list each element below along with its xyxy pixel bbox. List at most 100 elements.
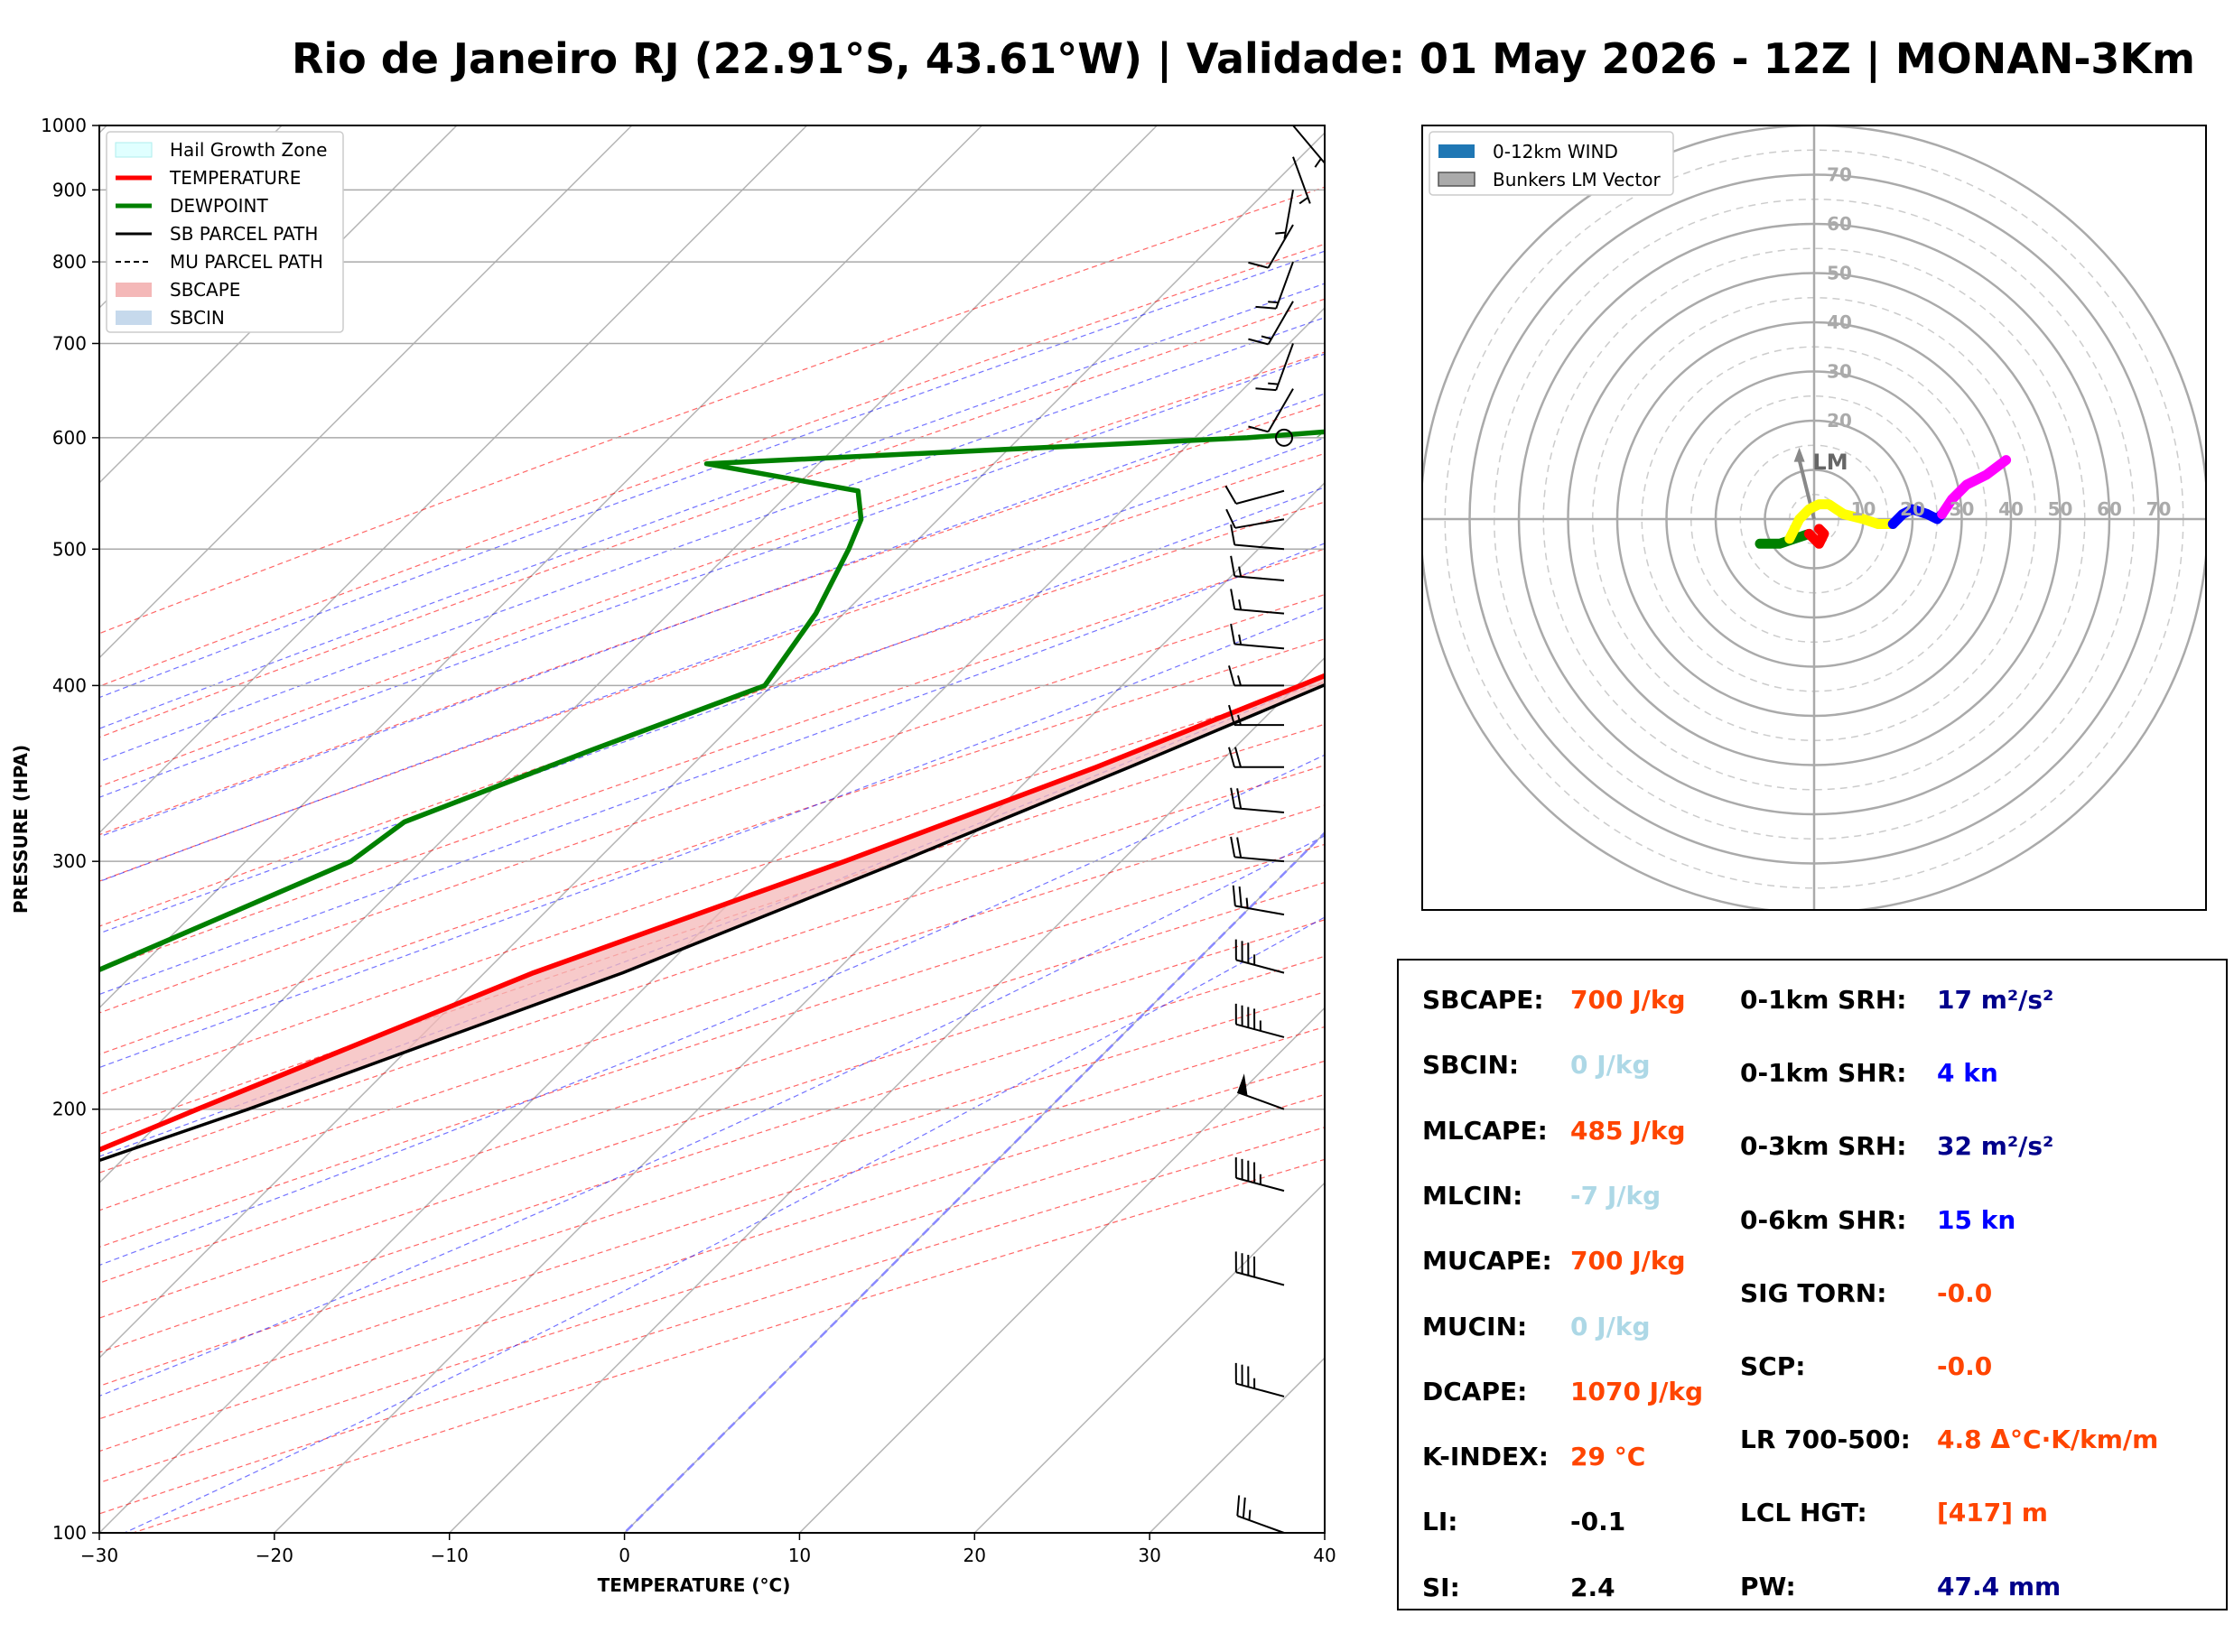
stat-label: SIG TORN:	[1740, 1277, 1887, 1308]
isotherm-line	[99, 125, 1158, 1184]
skew-t-legend: Hail Growth Zone TEMPERATURE DEWPOINT SB PA…	[106, 131, 344, 333]
x-tick-label: 0	[619, 1545, 630, 1566]
isotherm-line	[624, 831, 1325, 1533]
dry-adiabat	[99, 638, 1325, 1055]
hodograph-plot: 10 20 30 40 50 60 70 20 30 40 50 60 70 LM 0-12km WIND B…	[1421, 125, 2207, 911]
barb-full	[1242, 1497, 1246, 1518]
stat-value: 1070 J/kg	[1570, 1376, 1703, 1406]
barb-half	[1237, 675, 1242, 686]
barb-staff	[1267, 301, 1294, 345]
wind-barb	[1234, 1362, 1285, 1397]
stat-value: [417] m	[1937, 1498, 2048, 1528]
stat-value: -0.0	[1937, 1351, 1993, 1381]
barb-full	[1234, 747, 1242, 768]
barb-full	[1230, 524, 1236, 545]
isotherm-line	[449, 656, 1325, 1533]
hodograph-area	[1422, 125, 2206, 910]
barb-half	[1248, 1509, 1252, 1521]
legend-label: SB PARCEL PATH	[170, 223, 318, 245]
x-axis-label: TEMPERATURE (°C)	[598, 1574, 791, 1596]
isotherm-line	[99, 125, 458, 484]
moist-adiabat	[99, 754, 1325, 1267]
barb-staff	[1234, 518, 1285, 529]
legend-label: SBCAPE	[170, 279, 240, 301]
barb-staff	[1234, 856, 1285, 863]
stat-value: 0 J/kg	[1570, 1311, 1651, 1341]
stat-label: 0-1km SRH:	[1740, 985, 1907, 1015]
barb-staff	[1283, 190, 1294, 239]
wind-barb	[1228, 665, 1284, 687]
barb-half	[1238, 634, 1243, 645]
dry-adiabat	[99, 298, 1325, 738]
barb-full	[1228, 665, 1235, 686]
legend-box	[106, 131, 344, 333]
stat-value: 47.4 mm	[1937, 1571, 2062, 1601]
hodo-ring-label: 50	[2048, 498, 2073, 520]
barb-flag	[1237, 1073, 1248, 1096]
stat-value: 15 kn	[1937, 1204, 2016, 1235]
stat-value: 17 m²/s²	[1937, 985, 2054, 1015]
wind-barb	[1225, 508, 1285, 529]
barb-staff	[1235, 489, 1285, 505]
stat-label: LCL HGT:	[1740, 1498, 1867, 1528]
barb-staff	[1236, 1091, 1285, 1110]
barb-half	[1261, 335, 1272, 340]
barb-full	[1236, 788, 1243, 809]
barb-staff	[1267, 388, 1294, 432]
hodo-ring-label: 60	[1827, 213, 1852, 235]
barb-full	[1248, 338, 1269, 346]
x-tick-label: −20	[256, 1545, 293, 1566]
legend-swatch	[1438, 144, 1475, 158]
hodo-ring-label: 10	[1851, 498, 1876, 520]
legend-label: DEWPOINT	[170, 195, 268, 217]
legend-label: Hail Growth Zone	[170, 139, 327, 161]
hodo-segment	[1784, 499, 1898, 544]
x-tick-label: 40	[1313, 1545, 1336, 1566]
hodo-ring-label: 30	[1827, 361, 1852, 383]
wind-barb	[1275, 190, 1294, 239]
hodo-ring-label: 70	[2146, 498, 2172, 520]
stat-label: 0-6km SHR:	[1740, 1204, 1907, 1235]
mixing-ratio-line	[1949, 125, 2234, 438]
isotherm-line	[99, 125, 808, 834]
legend-label: TEMPERATURE	[169, 167, 301, 189]
x-tick-label: 10	[788, 1545, 811, 1566]
barb-half	[1238, 599, 1243, 610]
y-tick-label: 400	[52, 674, 87, 696]
legend-swatch	[116, 311, 152, 325]
wind-barb	[1248, 301, 1294, 346]
wind-barb	[1255, 343, 1294, 392]
x-tick-label: −30	[80, 1545, 118, 1566]
stat-label: LI:	[1422, 1507, 1458, 1537]
wind-barb	[1255, 261, 1294, 310]
legend-label: 0-12km WIND	[1493, 141, 1618, 162]
barb-full	[1255, 305, 1277, 310]
barb-full	[1248, 261, 1269, 269]
skew-t-plot: −30 −20 −10 0 10 20 30 401000900800700600500400…	[10, 115, 2234, 1596]
barb-staff	[1267, 224, 1294, 269]
barb-full	[1224, 485, 1237, 505]
isotherm-line	[99, 125, 982, 1009]
wind-barb	[1232, 885, 1285, 916]
isotherm-line	[973, 1182, 1325, 1533]
barb-full	[1228, 747, 1235, 768]
hodo-ring-label: 30	[1950, 498, 1975, 520]
dry-adiabat	[99, 681, 1325, 1096]
hodo-ring-label: 60	[2097, 498, 2122, 520]
x-tick-label: 20	[963, 1545, 986, 1566]
stat-value: -0.1	[1570, 1507, 1626, 1537]
stat-value: 32 m²/s²	[1937, 1131, 2054, 1162]
stat-label: SBCAPE:	[1422, 985, 1544, 1015]
stat-value: 4.8 Δ°C·K/km/m	[1937, 1425, 2159, 1455]
hodo-ring-label: 50	[1827, 263, 1852, 284]
stat-value: -0.0	[1937, 1277, 1993, 1308]
wind-barb	[1248, 224, 1294, 269]
barb-staff	[1234, 905, 1285, 916]
wind-barb	[1230, 623, 1285, 650]
barb-full	[1230, 589, 1236, 610]
dewpoint-line	[99, 429, 1325, 973]
stat-value: 0 J/kg	[1570, 1050, 1651, 1081]
barb-full	[1236, 1495, 1241, 1517]
stat-value: 485 J/kg	[1570, 1115, 1686, 1146]
